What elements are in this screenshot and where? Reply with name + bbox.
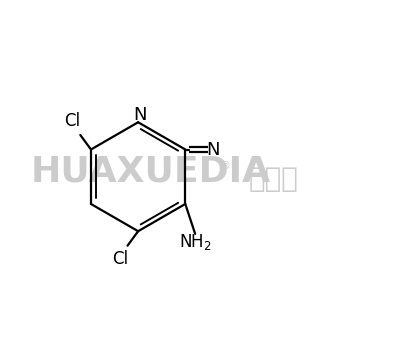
Text: NH$_2$: NH$_2$ [180,232,212,252]
Text: HUAXUEDIA: HUAXUEDIA [30,155,270,188]
Text: N: N [206,141,220,159]
Text: Cl: Cl [65,112,81,130]
Text: ®: ® [221,161,231,171]
Text: 化学加: 化学加 [248,165,298,192]
Text: N: N [133,106,146,124]
Text: Cl: Cl [112,250,128,268]
